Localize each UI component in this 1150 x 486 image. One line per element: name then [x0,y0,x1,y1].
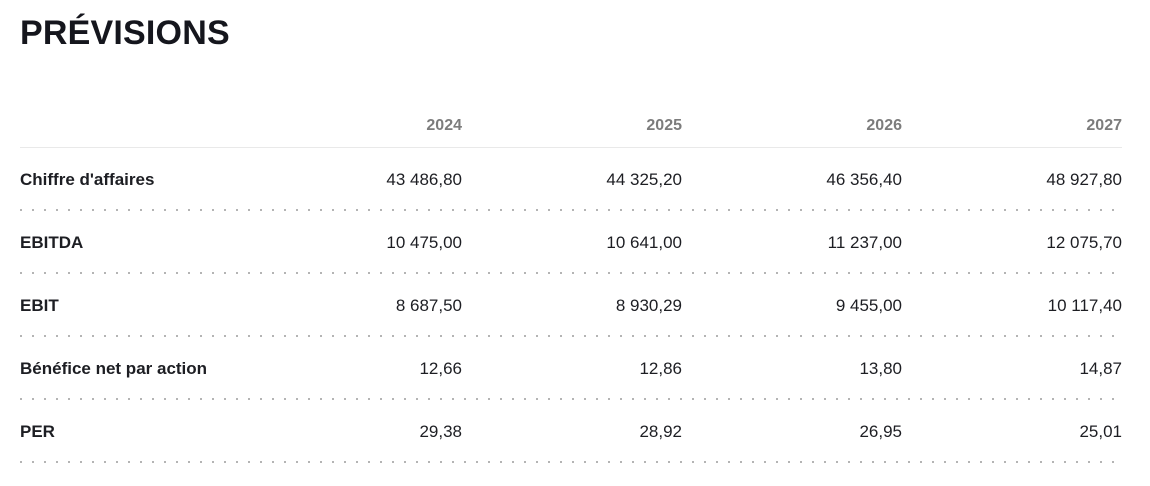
cell-value: 44 325,20 [606,169,682,189]
cell-value: 12 075,70 [1046,232,1122,252]
cell-value: 12,86 [639,358,682,378]
cell-value: 26,95 [859,421,902,441]
cell-value: 8 930,29 [615,295,682,315]
cell-value: 25,01 [1079,421,1122,441]
table-row-revenue: Chiffre d'affaires 43 486,80 44 325,20 4… [20,148,1122,212]
year-header-2025: 2025 [646,117,682,135]
cell-value: 10 117,40 [1047,295,1122,315]
row-label: PER [20,421,55,441]
table-header-row: 2024 2025 2026 2027 [20,95,1122,149]
cell-value: 48 927,80 [1046,169,1122,189]
cell-value: 10 475,00 [386,232,462,252]
row-label: EBIT [20,295,59,315]
cell-value: 43 486,80 [386,169,462,189]
row-label: EBITDA [20,232,84,252]
cell-value: 9 455,00 [835,295,902,315]
table-row-eps: Bénéfice net par action 12,66 12,86 13,8… [20,337,1122,401]
year-header-2026: 2026 [866,117,902,135]
row-label: Bénéfice net par action [20,358,208,378]
cell-value: 46 356,40 [826,169,902,189]
forecast-table: 2024 2025 2026 2027 Chiffre d'affaires 4… [20,95,1122,464]
cell-value: 11 237,00 [827,232,902,252]
year-header-2027: 2027 [1086,117,1122,135]
table-row-ebitda: EBITDA 10 475,00 10 641,00 11 237,00 12 … [20,211,1122,275]
row-label: Chiffre d'affaires [20,169,155,189]
page-title: PRÉVISIONS [20,14,230,52]
cell-value: 28,92 [639,421,682,441]
cell-value: 8 687,50 [395,295,462,315]
cell-value: 13,80 [859,358,902,378]
year-header-2024: 2024 [426,117,462,135]
table-row-per: PER 29,38 28,92 26,95 25,01 [20,400,1122,464]
cell-value: 12,66 [419,358,462,378]
cell-value: 10 641,00 [606,232,682,252]
cell-value: 29,38 [419,421,462,441]
cell-value: 14,87 [1079,358,1122,378]
table-row-ebit: EBIT 8 687,50 8 930,29 9 455,00 10 117,4… [20,274,1122,338]
